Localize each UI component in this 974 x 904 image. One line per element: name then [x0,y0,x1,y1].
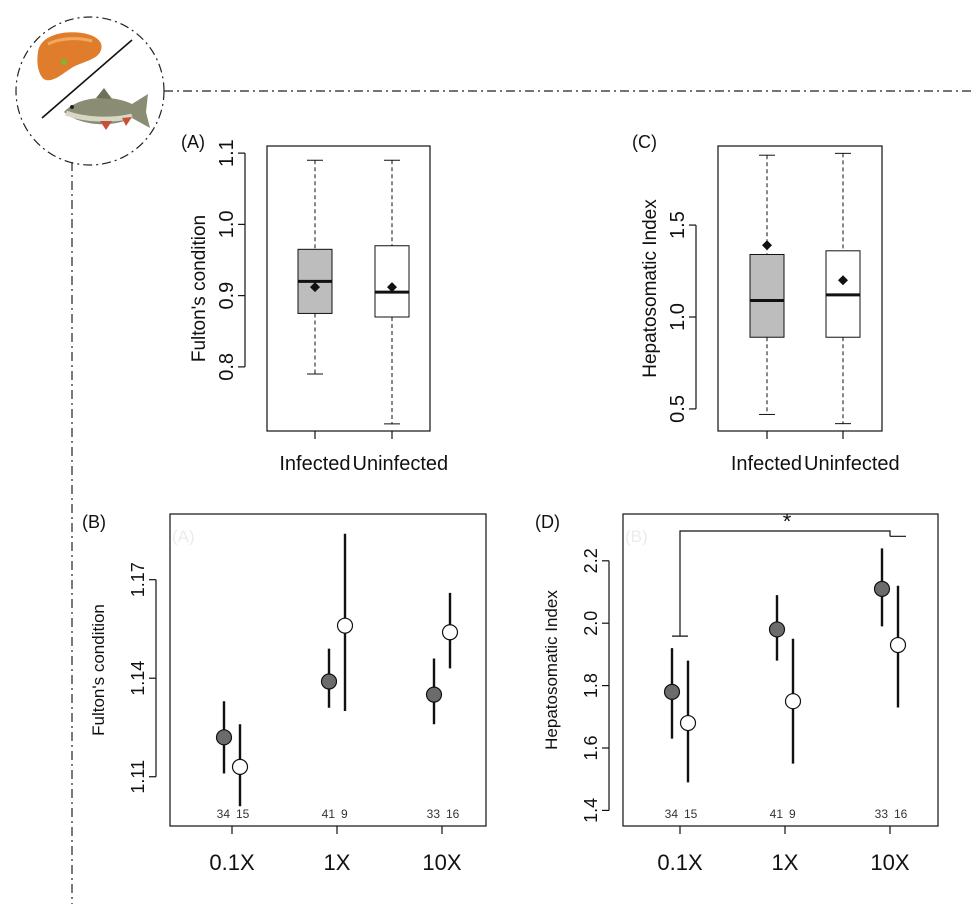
box-mean-marker [387,282,397,293]
y-axis-label: Fulton's condition [189,215,210,362]
x-category-label: 0.1X [657,850,703,875]
panel-label: (D) [535,512,560,532]
y-tick-label: 1.0 [667,303,689,331]
significance-bracket [672,530,906,637]
x-category-label: Infected [731,453,802,475]
sample-count: 9 [789,807,796,821]
y-tick-label: 1.4 [581,798,601,823]
x-category-label: 1X [772,850,799,875]
sample-count: 15 [236,807,250,821]
plot-frame [622,513,939,827]
y-tick-label: 2.2 [581,548,601,573]
y-tick-label: 2.0 [581,611,601,636]
data-point [231,758,249,775]
x-category-label: 1X [324,850,351,875]
panel-c: (C) 0.5 1.0 1.5 Hepatosomatic Index Infected U… [632,132,900,475]
sample-count: 41 [322,807,336,821]
data-point [873,580,891,597]
x-category-label: 10X [422,850,461,875]
box-iqr [749,253,785,338]
panel-label: (A) [181,132,205,152]
x-category-label: Uninfected [353,453,449,475]
y-tick-label: 1.14 [128,661,148,696]
sample-count: 15 [684,807,698,821]
y-tick-label: 1.5 [667,211,689,239]
data-point [336,617,354,634]
sample-count: 16 [446,807,460,821]
y-tick-label: 0.8 [216,353,238,381]
x-category-label: Infected [279,453,350,475]
box-mean-marker [762,240,772,251]
plot-frame [717,145,883,432]
y-axis-label: Fulton's condition [89,604,108,736]
sample-count: 16 [894,807,908,821]
panel-label: (B) [82,512,106,532]
panel-b: (B) (A) 1.11 1.14 1.17 Fulton's condition 0.1X… [82,512,487,875]
plot-frame [169,513,487,827]
data-point [215,729,233,746]
sample-count: 9 [341,807,348,821]
y-axis-label: Hepatosomatic Index [640,199,661,378]
sample-count: 34 [665,807,679,821]
sample-count: 34 [217,807,231,821]
data-point [679,714,697,732]
y-tick-label: 1.17 [128,562,148,597]
panel-label: (C) [632,132,657,152]
data-point [425,686,443,703]
sample-count: 33 [427,807,441,821]
x-category-label: 0.1X [209,850,255,875]
data-point [441,624,459,641]
data-point [784,693,802,710]
fish-icon [64,88,150,130]
data-point [320,673,338,690]
y-axis-label: Hepatosomatic Index [542,590,561,750]
data-point [768,621,786,638]
y-tick-label: 1.0 [216,210,238,238]
y-tick-label: 1.11 [128,760,148,794]
data-point [663,683,681,700]
panel-ghost-label: (A) [172,527,195,546]
panel-a: (A) 0.8 0.9 1.0 1.1 Fulton's condition Infecte… [181,132,448,475]
box-mean-marker [310,282,320,293]
sample-count: 33 [875,807,889,821]
panel-d: (D) (B) 1.4 1.6 1.8 2.0 2.2 Hepatosomatic Index… [535,509,939,875]
sample-count: 41 [770,807,784,821]
liver-icon [37,32,102,81]
y-tick-label: 0.9 [216,282,238,310]
x-category-label: Uninfected [804,453,900,475]
data-point [889,636,907,654]
emblem-divider [41,39,133,119]
y-tick-label: 1.6 [581,735,601,760]
y-tick-label: 0.5 [667,395,689,423]
box-mean-marker [838,275,848,286]
y-tick-label: 1.1 [216,139,238,167]
y-tick-label: 1.8 [581,673,601,698]
plot-frame [266,145,431,432]
panel-ghost-label: (B) [625,527,648,546]
box-iqr [374,245,410,318]
figure-frame [15,16,974,904]
emblem [37,32,150,130]
significance-marker: * [783,509,792,534]
x-category-label: 10X [870,850,909,875]
